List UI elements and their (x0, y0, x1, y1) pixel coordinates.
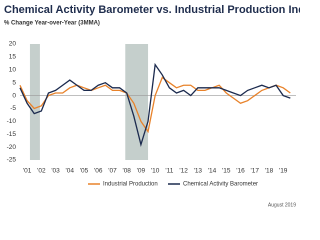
x-tick-label: '15 (222, 168, 231, 175)
chart: Chemical Activity Barometer vs. Industri… (4, 4, 300, 208)
series-line (19, 62, 291, 147)
x-tick-label: '06 (94, 168, 103, 175)
y-tick-label: 5 (12, 79, 16, 86)
x-tick-label: '11 (165, 168, 173, 175)
y-tick-label: -25 (7, 157, 17, 164)
chart-subtitle: % Change Year-over-Year (3MMA) (4, 21, 100, 27)
y-tick-label: -15 (7, 131, 17, 138)
x-tick-label: '05 (80, 168, 89, 175)
x-tick-label: '07 (108, 168, 117, 175)
x-tick-label: '03 (51, 168, 60, 175)
x-tick-label: '08 (122, 168, 131, 175)
legend-label: Industrial Production (103, 182, 158, 188)
x-tick-label: '04 (66, 168, 75, 175)
y-tick-label: 20 (9, 41, 17, 48)
x-tick-label: '19 (279, 168, 288, 175)
y-tick-label: 0 (12, 92, 16, 99)
x-tick-label: '18 (265, 168, 274, 175)
footnote: August 2019 (268, 202, 296, 208)
x-tick-label: '17 (251, 168, 260, 175)
y-tick-label: 10 (9, 66, 17, 73)
legend-label: Chemical Activity Barometer (183, 182, 258, 188)
chart-title: Chemical Activity Barometer vs. Industri… (4, 4, 300, 16)
x-tick-label: '02 (37, 168, 46, 175)
y-tick-label: -5 (10, 105, 16, 112)
shaded-period (29, 44, 40, 160)
y-tick-label: -10 (7, 118, 17, 125)
x-tick-label: '16 (236, 168, 245, 175)
series-line (19, 76, 291, 134)
x-tick-label: '09 (137, 168, 146, 175)
y-tick-label: -20 (7, 144, 17, 151)
x-tick-label: '13 (194, 168, 203, 175)
shaded-period (125, 44, 149, 160)
y-tick-label: 15 (9, 54, 17, 61)
x-tick-label: '12 (179, 168, 188, 175)
x-tick-label: '01 (23, 168, 32, 175)
x-tick-label: '10 (151, 168, 160, 175)
x-tick-label: '14 (208, 168, 217, 175)
